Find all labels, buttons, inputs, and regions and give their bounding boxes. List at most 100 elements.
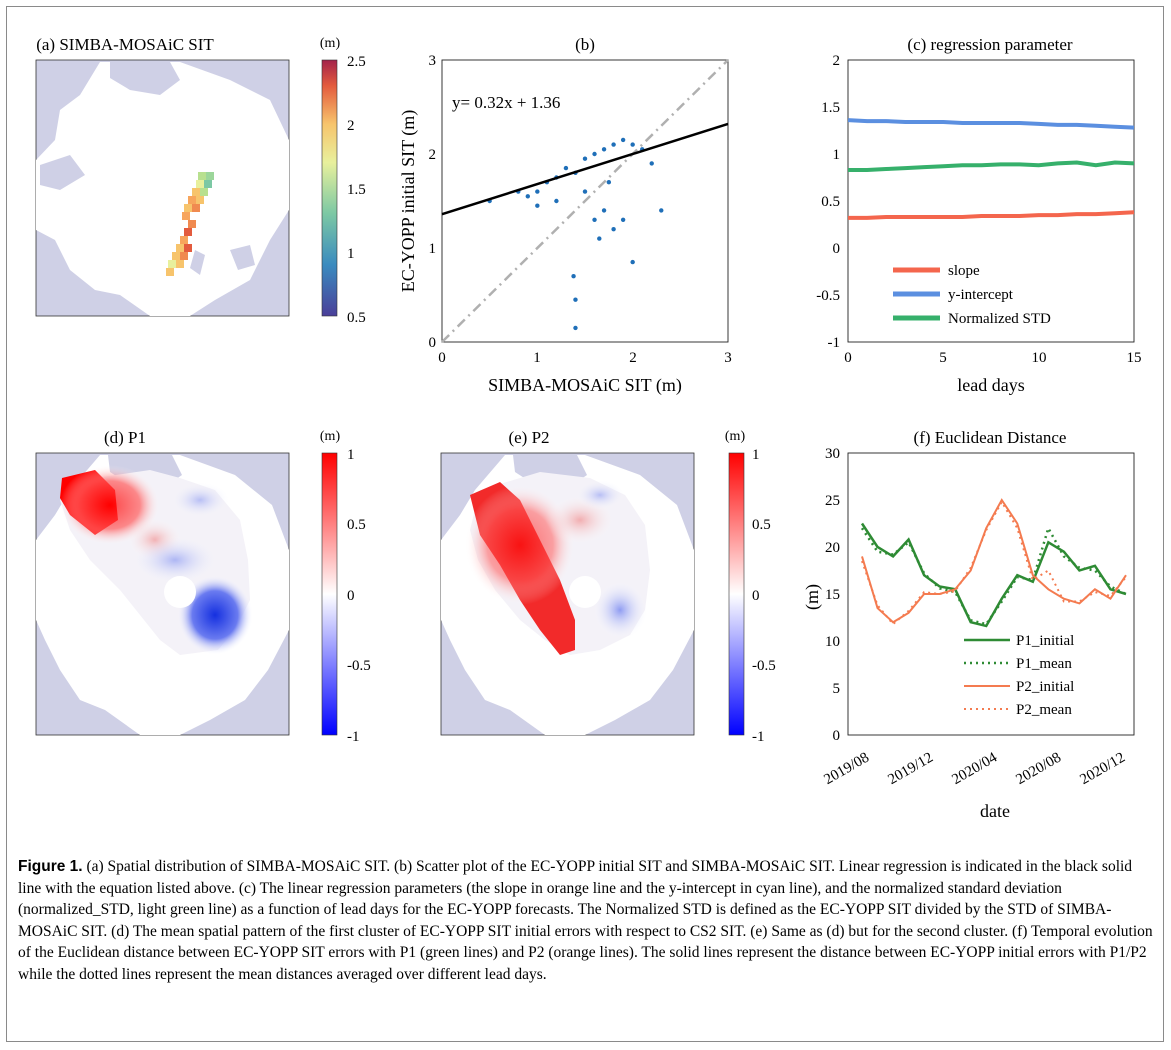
- b-scatter-point: [611, 142, 616, 147]
- panel-e-colorbar: [728, 452, 745, 736]
- panel-e-blue-region: [592, 580, 648, 640]
- legend-p1-initial-label: P1_initial: [1016, 633, 1074, 649]
- b-regression-line: [441, 122, 729, 216]
- legend-slope-label: slope: [948, 263, 980, 279]
- b-xtick: 1: [533, 350, 541, 366]
- f-xtick: 2019/12: [885, 750, 936, 788]
- panel-d-unit: (m): [320, 429, 341, 444]
- panel-b-xticks: 0 1 2 3: [438, 350, 732, 366]
- c-ytick: 2: [833, 53, 841, 69]
- f-xtick: 2020/04: [949, 749, 1000, 788]
- legend-p2-mean-label: P2_mean: [1016, 702, 1072, 718]
- b-scatter-point: [582, 189, 588, 194]
- panel-c-xticks: 0 5 10 15: [844, 350, 1141, 366]
- cb-e-tick: -0.5: [752, 658, 776, 674]
- panel-d-blue-patch: [130, 535, 220, 585]
- f-xtick: 2019/08: [821, 750, 872, 788]
- b-scatter-point: [606, 180, 612, 185]
- b-scatter-point: [659, 208, 664, 213]
- panel-b-equation: y= 0.32x + 1.36: [452, 93, 560, 112]
- c-xtick: 0: [844, 350, 852, 366]
- panel-a-colorbar: [321, 59, 338, 317]
- panel-e-title: (e) P2: [508, 428, 549, 447]
- panel-d-blue-region: [177, 575, 253, 655]
- b-scatter-point: [592, 217, 597, 222]
- panel-b-title: (b): [575, 35, 595, 54]
- c-slope-line: [848, 210, 1135, 220]
- panel-b: (b) y= 0.32x + 1.36 0 1 2 3 0 1 2 3 SIMB…: [398, 35, 732, 396]
- b-scatter-point: [573, 297, 578, 302]
- panel-c-legend: slope y-intercept Normalized STD: [893, 263, 1051, 327]
- figure-panels: (a) SIMBA-MOSAiC SIT (m) 2.5 2 1.5 1 0.5: [35, 35, 1142, 821]
- cb-e-tick: 0: [752, 588, 760, 604]
- c-ytick: -1: [828, 335, 841, 351]
- b-xtick: 0: [438, 350, 446, 366]
- panel-a-colorbar-ticks: 2.5 2 1.5 1 0.5: [347, 54, 366, 326]
- b-scatter-point: [571, 274, 576, 279]
- panel-f-ylabel: (m): [802, 584, 823, 610]
- panel-a-track: [166, 172, 214, 276]
- panel-c-yticks: 2 1.5 1 0.5 0 -0.5 -1: [816, 53, 840, 351]
- panel-e-blue-upper: [575, 480, 625, 510]
- c-ytick: 1: [833, 147, 841, 163]
- panel-c-title: (c) regression parameter: [907, 35, 1073, 54]
- panel-e-pole-hole: [569, 576, 601, 608]
- panel-a-islands: [40, 155, 255, 275]
- panel-f-xlabel: date: [980, 801, 1010, 821]
- panel-e-colorbar-ticks: 1 0.5 0 -0.5 -1: [752, 447, 776, 745]
- panel-d: (d) P1 (m) 1 0.5 0 -0.5 -1: [35, 428, 371, 745]
- f-ytick: 0: [833, 728, 841, 744]
- f-ytick: 15: [825, 587, 840, 603]
- c-xtick: 15: [1127, 350, 1142, 366]
- f-ytick: 5: [833, 681, 841, 697]
- panel-f-marks: [860, 498, 1127, 628]
- legend-p1-mean-label: P1_mean: [1016, 656, 1072, 672]
- c-ytick: 0: [833, 241, 841, 257]
- f-xtick: 2020/12: [1077, 750, 1128, 788]
- b-scatter-point: [554, 198, 559, 204]
- panel-c-marks: [847, 118, 1135, 220]
- b-scatter-point: [620, 137, 626, 143]
- panel-c: (c) regression parameter slope y-interce…: [816, 35, 1141, 395]
- b-xtick: 2: [629, 350, 637, 366]
- panel-f: (f) Euclidean Distance P1_initial P1_mea…: [802, 428, 1135, 821]
- b-ytick: 1: [429, 241, 437, 257]
- b-scatter-point: [630, 259, 635, 265]
- b-scatter-point: [582, 156, 588, 161]
- cb-a-tick: 2: [347, 118, 355, 134]
- f-p1-mean-line: [860, 524, 1127, 626]
- b-scatter-point: [597, 236, 602, 241]
- b-ytick: 2: [429, 147, 437, 163]
- c-nstd-line: [848, 160, 1135, 172]
- cb-d-tick: -1: [347, 729, 360, 745]
- panel-f-legend: P1_initial P1_mean P2_initial P2_mean: [964, 633, 1074, 718]
- b-scatter-point: [649, 161, 654, 166]
- figure-frame: [6, 6, 1164, 1042]
- c-xtick: 5: [939, 350, 947, 366]
- f-ytick: 30: [825, 446, 840, 462]
- panel-c-xlabel: lead days: [957, 375, 1024, 395]
- cb-a-tick: 1.5: [347, 182, 366, 198]
- c-intercept-line: [847, 118, 1135, 130]
- c-ytick: 0.5: [821, 194, 840, 210]
- panel-e: (e) P2 (m) 1 0.5 0 -0.5 -1: [440, 428, 776, 745]
- cb-a-tick: 1: [347, 246, 355, 262]
- legend-p2-initial-label: P2_initial: [1016, 679, 1074, 695]
- b-scatter-point: [535, 203, 540, 208]
- panel-a-greenland: [110, 62, 180, 95]
- cb-e-tick: -1: [752, 729, 765, 745]
- cb-d-tick: 0.5: [347, 517, 366, 533]
- cb-d-tick: 1: [347, 447, 355, 463]
- cb-e-tick: 1: [752, 447, 760, 463]
- f-ytick: 20: [825, 540, 840, 556]
- b-scatter-point: [525, 194, 530, 199]
- panel-e-unit: (m): [725, 429, 746, 444]
- panel-d-blue-upper: [170, 482, 230, 518]
- cb-a-tick: 2.5: [347, 54, 366, 70]
- panel-a-title: (a) SIMBA-MOSAiC SIT: [36, 35, 214, 54]
- panel-b-xlabel: SIMBA-MOSAiC SIT (m): [488, 375, 682, 396]
- panel-b-ylabel: EC-YOPP initial SIT (m): [398, 110, 419, 293]
- cb-e-tick: 0.5: [752, 517, 771, 533]
- panel-d-pole-hole: [164, 576, 196, 608]
- b-scatter-point: [620, 217, 626, 222]
